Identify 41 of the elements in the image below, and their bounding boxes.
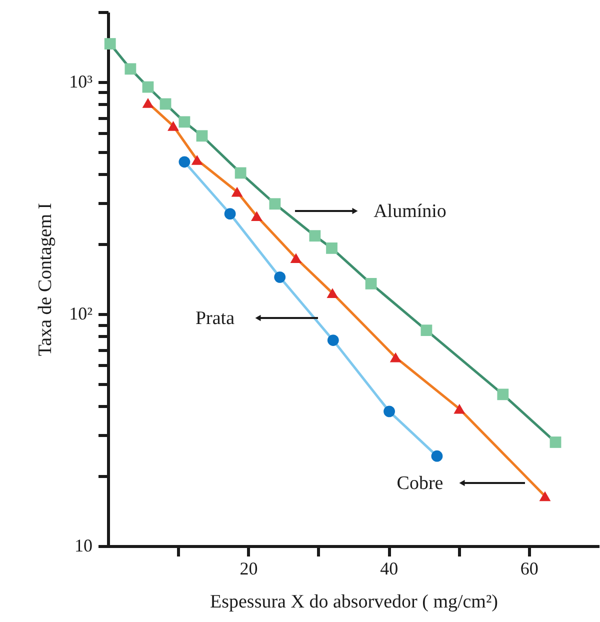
annotation: Prata	[195, 308, 236, 329]
point	[178, 156, 190, 168]
x-tick-label: 20	[240, 558, 258, 578]
x-tick-label: 40	[380, 558, 398, 578]
y-tick-label: 10²	[69, 303, 92, 324]
point	[178, 116, 190, 128]
y-axis-title: Taxa de Contagem I	[35, 202, 56, 356]
point	[326, 288, 338, 298]
point	[454, 404, 466, 414]
annotation: Alumínio	[374, 201, 446, 222]
point	[497, 388, 509, 400]
point	[431, 450, 443, 462]
annotation: Cobre	[396, 473, 444, 494]
point	[390, 352, 402, 362]
point	[191, 154, 203, 165]
point	[104, 38, 116, 50]
point	[365, 278, 377, 290]
point	[274, 271, 286, 283]
point	[326, 242, 338, 254]
point	[142, 98, 154, 108]
point	[142, 81, 154, 93]
point	[384, 406, 395, 418]
point	[539, 491, 551, 502]
y-tick-label: 10	[74, 536, 92, 556]
point	[290, 253, 302, 264]
point	[550, 436, 562, 448]
point	[420, 324, 432, 336]
point	[168, 120, 179, 131]
point	[231, 186, 243, 197]
x-axis-title: Espessura X do absorvedor ( mg/cm²)	[210, 592, 498, 612]
point	[124, 63, 136, 75]
point	[269, 198, 281, 210]
point	[234, 167, 246, 179]
x-tick-label: 60	[520, 558, 538, 578]
point	[327, 334, 339, 346]
point	[224, 208, 236, 220]
y-tick-label: 10³	[69, 71, 94, 92]
point	[309, 230, 321, 242]
point	[196, 130, 208, 142]
point	[160, 98, 172, 110]
point	[251, 211, 262, 222]
